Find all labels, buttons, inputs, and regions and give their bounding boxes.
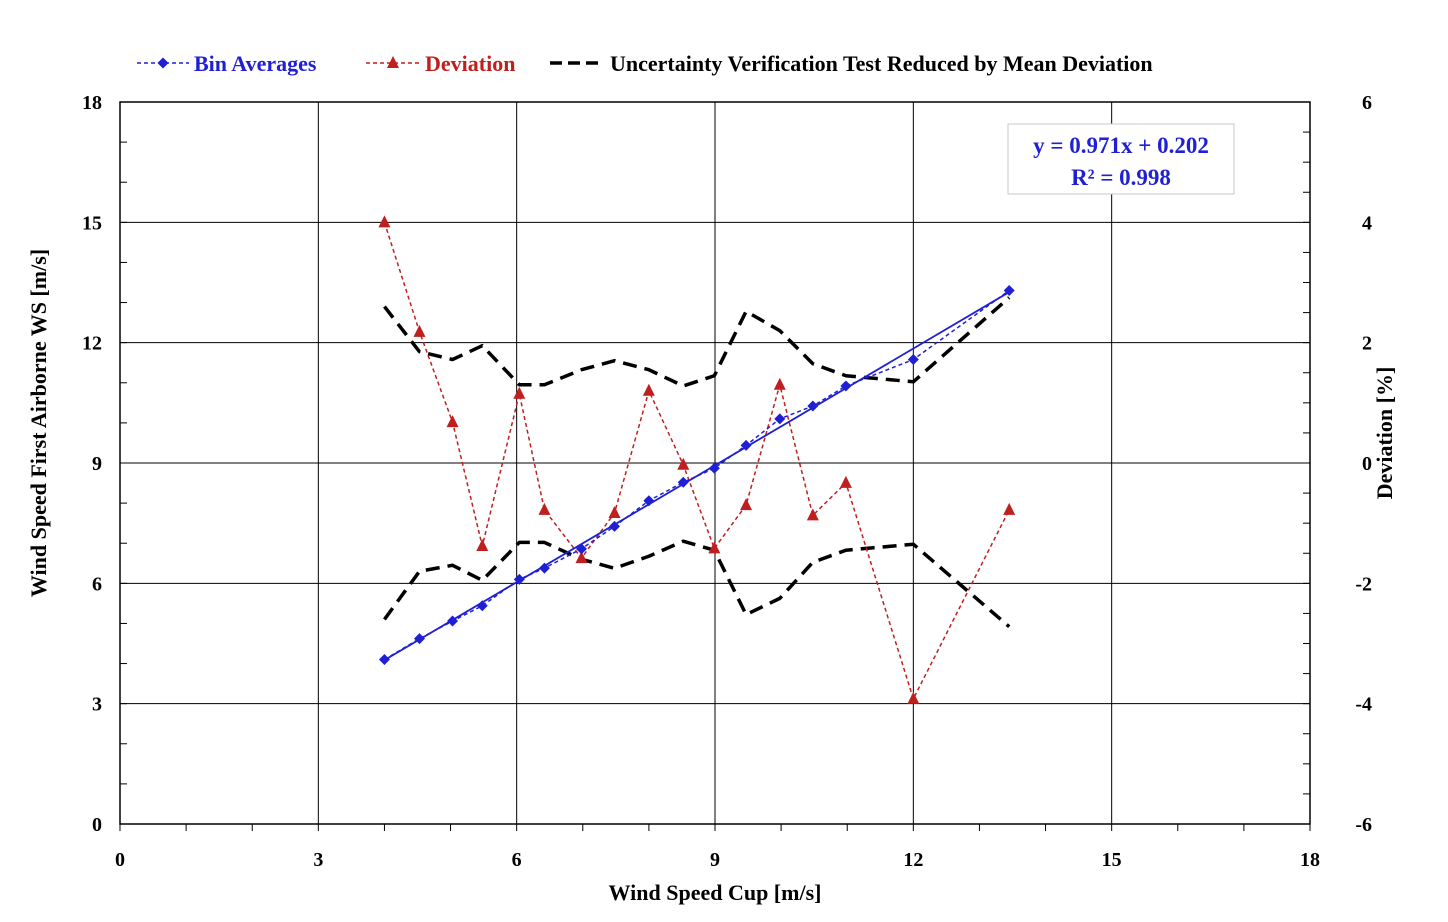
x-tick-label: 3 xyxy=(313,849,323,871)
deviation-point xyxy=(839,475,852,488)
legend: Bin Averages Deviation Uncertainty Verific… xyxy=(137,51,1153,76)
trendline xyxy=(383,291,1010,661)
y2-tick-label: -2 xyxy=(1355,573,1372,595)
y2-tick-label: -6 xyxy=(1355,814,1372,836)
y-tick-label: 18 xyxy=(82,92,102,114)
bin-average-point xyxy=(907,354,919,366)
deviation-point xyxy=(538,502,551,515)
bin-average-point xyxy=(476,600,488,612)
deviation-point xyxy=(446,415,459,428)
deviation-point xyxy=(708,541,721,554)
y-tick-label: 9 xyxy=(92,453,102,475)
plot-frame xyxy=(119,101,1311,825)
y-tick-label: 0 xyxy=(92,814,102,836)
y-tick-label: 6 xyxy=(92,573,102,595)
y2-axis-title: Deviation [%] xyxy=(1372,367,1397,500)
bin-average-point xyxy=(447,615,459,627)
y2-tick-label: 2 xyxy=(1362,333,1372,355)
y-tick-label: 15 xyxy=(82,212,102,234)
deviation-point xyxy=(740,498,753,511)
x-tick-label: 9 xyxy=(710,849,720,871)
bin-average-point xyxy=(740,439,752,451)
bin-average-point xyxy=(1003,285,1015,297)
y2-tick-label: 0 xyxy=(1362,453,1372,475)
x-axis-title: Wind Speed Cup [m/s] xyxy=(609,880,822,905)
equation-box-frame xyxy=(1007,123,1235,195)
y2-tick-label: 4 xyxy=(1362,212,1372,234)
y-tick-labels: 0 3 6 9 12 15 18 xyxy=(82,92,102,836)
x-tick-label: 15 xyxy=(1102,849,1122,871)
deviation-point xyxy=(907,691,920,704)
bin-average-point xyxy=(840,380,852,392)
legend-deviation-label: Deviation xyxy=(425,51,515,76)
bin-average-point xyxy=(609,520,621,532)
bin-average-point xyxy=(378,654,390,666)
trendline-equation-box: y = 0.971x + 0.202 R² = 0.998 xyxy=(1007,123,1235,195)
deviation-point xyxy=(413,324,426,337)
bin-average-point xyxy=(513,573,525,585)
legend-bin-averages-label: Bin Averages xyxy=(194,51,317,76)
x-tick-label: 18 xyxy=(1300,849,1320,871)
deviation-point xyxy=(476,539,489,552)
deviation-point xyxy=(378,215,391,228)
deviation-line xyxy=(383,222,1010,701)
deviation-point xyxy=(806,508,819,521)
y-axis-title: Wind Speed First Airborne WS [m/s] xyxy=(26,249,51,597)
deviation-point xyxy=(677,457,690,470)
bin-average-point xyxy=(708,462,720,474)
y2-tick-labels: -6 -4 -2 0 2 4 6 xyxy=(1355,92,1372,836)
uncertainty-upper-line xyxy=(383,296,1011,388)
bin-average-point xyxy=(538,562,550,574)
bin-average-point xyxy=(677,476,689,488)
bin-average-point xyxy=(575,543,587,555)
x-tick-label: 6 xyxy=(512,849,522,871)
trendline-r-squared: R² = 0.998 xyxy=(1071,165,1171,190)
legend-uncertainty-label: Uncertainty Verification Test Reduced by… xyxy=(610,51,1153,76)
minor-ticks xyxy=(119,101,1311,831)
y2-tick-label: 6 xyxy=(1362,92,1372,114)
legend-deviation-marker xyxy=(387,56,399,68)
y-tick-label: 3 xyxy=(92,694,102,716)
deviation-point xyxy=(1003,502,1016,515)
bin-average-point xyxy=(774,413,786,425)
deviation-point xyxy=(513,386,526,399)
legend-bin-averages-marker xyxy=(157,57,169,69)
uncertainty-lower-line xyxy=(383,539,1011,628)
x-tick-label: 0 xyxy=(115,849,125,871)
series-layer xyxy=(378,215,1016,704)
deviation-point xyxy=(608,505,621,518)
y-tick-label: 12 xyxy=(82,333,102,355)
deviation-point xyxy=(575,551,588,564)
deviation-point xyxy=(773,377,786,390)
bin-average-point xyxy=(807,400,819,412)
y2-tick-label: -4 xyxy=(1355,694,1372,716)
deviation-point xyxy=(642,383,655,396)
x-tick-labels: 0 3 6 9 12 15 18 xyxy=(115,849,1320,871)
grid-lines xyxy=(120,102,1310,824)
bin-average-point xyxy=(413,633,425,645)
bin-average-point xyxy=(643,495,655,507)
trendline-equation: y = 0.971x + 0.202 xyxy=(1033,133,1209,158)
x-tick-label: 12 xyxy=(903,849,923,871)
